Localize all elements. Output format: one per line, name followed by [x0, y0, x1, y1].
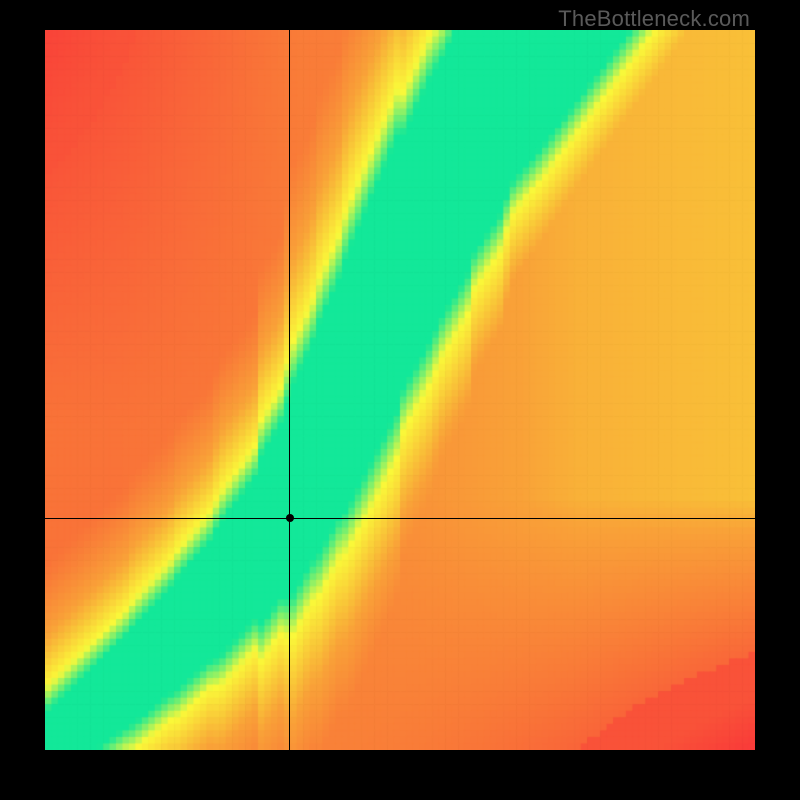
- heatmap-plot: [45, 30, 755, 750]
- watermark-text: TheBottleneck.com: [558, 6, 750, 32]
- crosshair-vertical: [289, 30, 290, 750]
- heatmap-canvas: [45, 30, 755, 750]
- crosshair-horizontal: [45, 518, 755, 519]
- data-point-marker: [286, 514, 294, 522]
